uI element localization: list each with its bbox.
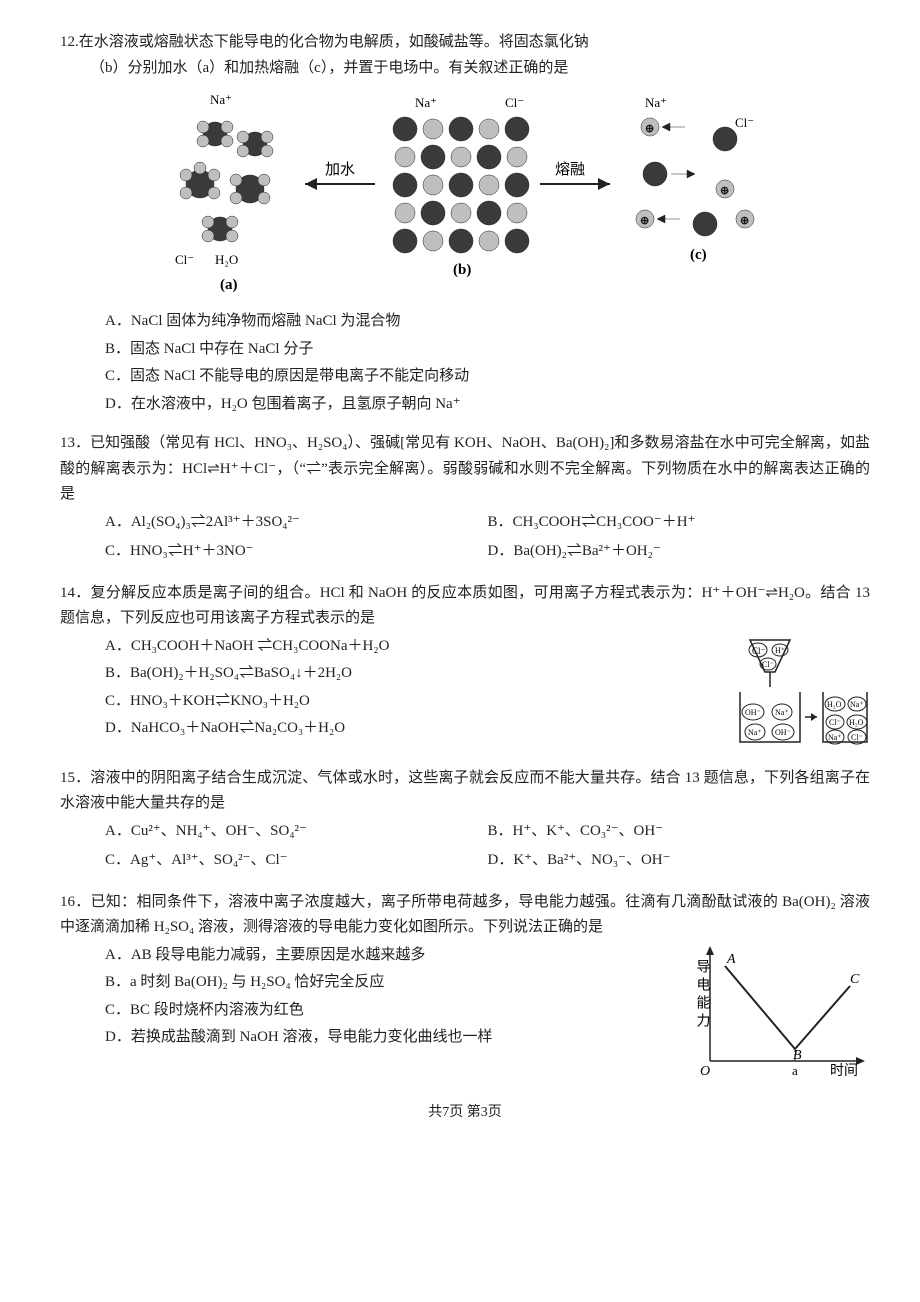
q13-opt-d: D．Ba(OH)₂⇌Ba²⁺＋OH₂⁻ [488,539,871,565]
q12-stem-line2: （b）分别加水（a）和加热熔融（c），并置于电场中。有关叙述正确的是 [60,56,870,82]
q13-opt-c: C．HNO₃⇌H⁺＋3NO⁻ [105,539,488,565]
q16-ylabel: 导 [695,959,711,973]
question-15: 15．溶液中的阴阳离子结合生成沉淀、气体或水时，这些离子就会反应而不能大量共存。… [60,766,870,876]
q12-text1: 在水溶液或熔融状态下能导电的化合物为电解质，如酸碱盐等。将固态氯化钠 [79,34,589,50]
q16-label-C: C [850,972,860,987]
svg-text:Cl⁻: Cl⁻ [829,718,841,727]
q16-opt-c: C．BC 段时烧杯内溶液为红色 [105,998,670,1024]
svg-text:Cl⁻: Cl⁻ [851,733,863,742]
svg-text:Na⁺: Na⁺ [828,733,842,742]
q13-text: 已知强酸（常见有 HCl、HNO₃、H₂SO₄）、强碱[常见有 KOH、NaOH… [60,435,870,502]
q14-options: A．CH₃COOH＋NaOH ⇌CH₃COONa＋H₂O B．Ba(OH)₂＋H… [105,632,685,744]
q12-diagram-part-b: Na⁺ Cl⁻ (b) [393,95,529,278]
q16-ylabel2: 电 [695,977,710,991]
label-part-c: (c) [690,247,707,263]
svg-text:⊕: ⊕ [740,215,749,227]
q16-label-O: O [700,1064,710,1079]
q14-opt-a: A．CH₃COOH＋NaOH ⇌CH₃COONa＋H₂O [105,634,685,660]
arrow-melt: 熔融 [540,161,610,190]
q12-diagram-part-c: Na⁺ Cl⁻ ⊕ ⊕ ⊕ ⊕ (c) [636,95,754,263]
svg-text:⊕: ⊕ [645,123,654,135]
q12-stem-line1: 12.在水溶液或熔融状态下能导电的化合物为电解质，如酸碱盐等。将固态氯化钠 [60,30,870,56]
q14-opt-b: B．Ba(OH)₂＋H₂SO₄⇌BaSO₄↓＋2H₂O [105,661,685,687]
q16-label-B: B [793,1048,802,1063]
label-melt: 熔融 [555,161,585,178]
label-cl-a: Cl⁻ [175,252,194,267]
label-part-a: (a) [220,277,238,293]
arrow-add-water: 加水 [305,161,375,190]
q16-diagram: A B C a O 时间 导 电 能 力 [680,941,870,1081]
q16-options: A．AB 段导电能力减弱，主要原因是水越来越多 B．a 时刻 Ba(OH)₂ 与… [105,941,670,1053]
svg-text:⊕: ⊕ [640,215,649,227]
svg-text:Na⁺: Na⁺ [850,700,864,709]
label-add-water: 加水 [325,161,355,178]
q16-opt-d: D．若换成盐酸滴到 NaOH 溶液，导电能力变化曲线也一样 [105,1025,670,1051]
svg-text:H₂O: H₂O [849,718,864,727]
q16-text: 已知：相同条件下，溶液中离子浓度越大，离子所带电荷越多，导电能力越强。往滴有几滴… [60,894,870,936]
q14-text: 复分解反应本质是离子间的组合。HCl 和 NaOH 的反应本质如图，可用离子方程… [60,585,870,627]
q13-number: 13． [60,435,90,451]
q16-xlabel: 时间 [830,1063,858,1079]
q12-opt-c: C．固态 NaCl 不能导电的原因是带电离子不能定向移动 [105,364,870,390]
q14-opt-c: C．HNO₃＋KOH⇌KNO₃＋H₂O [105,689,685,715]
q14-number: 14． [60,585,91,601]
q16-stem: 16．已知：相同条件下，溶液中离子浓度越大，离子所带电荷越多，导电能力越强。往滴… [60,890,870,941]
q15-text: 溶液中的阴阳离子结合生成沉淀、气体或水时，这些离子就会反应而不能大量共存。结合 … [60,770,870,812]
svg-text:Cl⁻: Cl⁻ [752,646,766,656]
q12-opt-d: D．在水溶液中，H₂O 包围着离子，且氢原子朝向 Na⁺ [105,392,870,418]
svg-text:⊕: ⊕ [720,185,729,197]
label-cl-b: Cl⁻ [505,95,524,110]
label-na-a: Na⁺ [210,92,232,107]
q15-stem: 15．溶液中的阴阳离子结合生成沉淀、气体或水时，这些离子就会反应而不能大量共存。… [60,766,870,817]
q12-opt-b: B．固态 NaCl 中存在 NaCl 分子 [105,337,870,363]
q12-diagram: Na⁺ Cl⁻ H₂O (a) 加水 [60,89,870,299]
svg-text:OH⁻: OH⁻ [745,708,761,717]
question-16: 16．已知：相同条件下，溶液中离子浓度越大，离子所带电荷越多，导电能力越强。往滴… [60,890,870,1081]
page-footer: 共7页 第3页 [60,1101,870,1125]
q14-opt-d: D．NaHCO₃＋NaOH⇌Na₂CO₃＋H₂O [105,716,685,742]
question-13: 13．已知强酸（常见有 HCl、HNO₃、H₂SO₄）、强碱[常见有 KOH、N… [60,431,870,567]
q16-ylabel4: 力 [695,1013,711,1028]
q12-options: A．NaCl 固体为纯净物而熔融 NaCl 为混合物 B．固态 NaCl 中存在… [105,309,870,417]
q15-options: A．Cu²⁺、NH₄⁺、OH⁻、SO₄²⁻ B．H⁺、K⁺、CO₃²⁻、OH⁻ … [105,817,870,876]
q15-number: 15． [60,770,90,786]
q15-opt-c: C．Ag⁺、Al³⁺、SO₄²⁻、Cl⁻ [105,848,488,874]
q12-number: 12. [60,34,79,50]
q16-number: 16． [60,894,91,910]
question-12: 12.在水溶液或熔融状态下能导电的化合物为电解质，如酸碱盐等。将固态氯化钠 （b… [60,30,870,417]
label-h2o-a: H₂O [215,252,238,267]
q16-opt-a: A．AB 段导电能力减弱，主要原因是水越来越多 [105,943,670,969]
svg-text:H₂O: H₂O [827,700,842,709]
q16-label-a: a [792,1063,798,1078]
svg-text:Na⁺: Na⁺ [775,708,789,717]
q14-stem: 14．复分解反应本质是离子间的组合。HCl 和 NaOH 的反应本质如图，可用离… [60,581,870,632]
q14-diagram: Cl⁻ H⁺ Cl⁻ OH⁻ Na⁺ Na⁺ OH⁻ H₂O Na⁺ Cl⁻ H… [695,632,870,752]
q16-opt-b: B．a 时刻 Ba(OH)₂ 与 H₂SO₄ 恰好完全反应 [105,970,670,996]
q15-opt-b: B．H⁺、K⁺、CO₃²⁻、OH⁻ [488,819,871,845]
label-na-b: Na⁺ [415,95,437,110]
svg-text:H⁺: H⁺ [775,646,785,655]
q15-opt-a: A．Cu²⁺、NH₄⁺、OH⁻、SO₄²⁻ [105,819,488,845]
question-14: 14．复分解反应本质是离子间的组合。HCl 和 NaOH 的反应本质如图，可用离… [60,581,870,752]
q13-opt-b: B．CH₃COOH⇌CH₃COO⁻＋H⁺ [488,510,871,536]
q15-opt-d: D．K⁺、Ba²⁺、NO₃⁻、OH⁻ [488,848,871,874]
svg-text:Cl⁻: Cl⁻ [762,660,774,669]
q16-label-A: A [726,952,736,967]
q13-opt-a: A．Al₂(SO₄)₃⇌2Al³⁺＋3SO₄²⁻ [105,510,488,536]
q13-options: A．Al₂(SO₄)₃⇌2Al³⁺＋3SO₄²⁻ B．CH₃COOH⇌CH₃CO… [105,508,870,567]
svg-text:Na⁺: Na⁺ [748,728,762,737]
q12-opt-a: A．NaCl 固体为纯净物而熔融 NaCl 为混合物 [105,309,870,335]
q13-stem: 13．已知强酸（常见有 HCl、HNO₃、H₂SO₄）、强碱[常见有 KOH、N… [60,431,870,508]
label-part-b: (b) [453,262,471,278]
q16-ylabel3: 能 [695,995,711,1010]
label-cl-c: Cl⁻ [735,115,754,130]
svg-text:OH⁻: OH⁻ [775,728,791,737]
label-na-c: Na⁺ [645,95,667,110]
q12-diagram-part-a: Na⁺ Cl⁻ H₂O (a) [175,92,273,293]
